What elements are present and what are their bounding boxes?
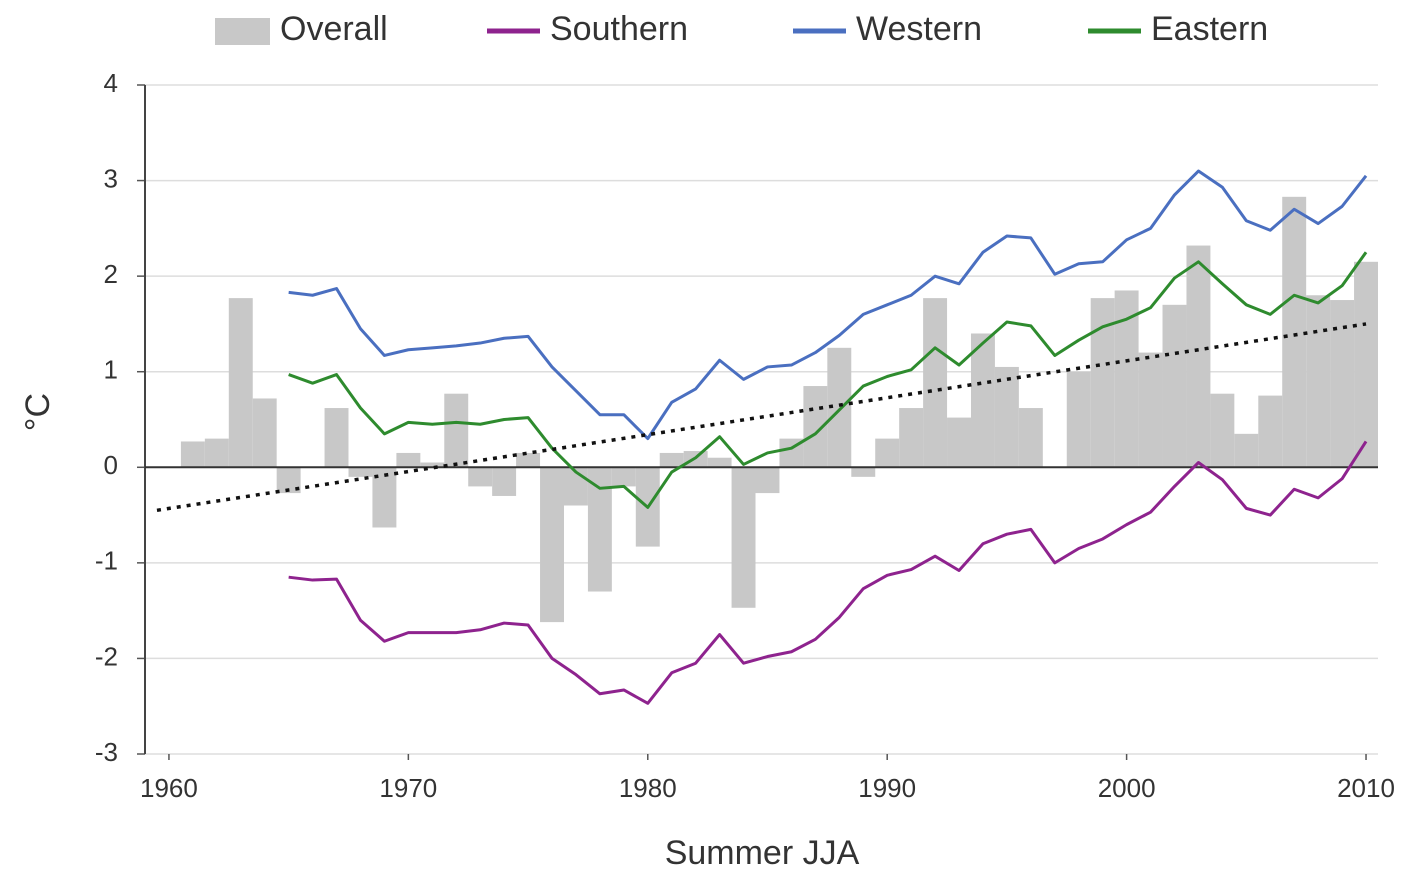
bar (396, 452, 421, 468)
legend-label: Western (856, 10, 982, 48)
bar (348, 467, 373, 477)
bar (755, 467, 780, 494)
legend-label: Southern (550, 10, 688, 48)
bar (1066, 371, 1091, 468)
x-tick-label: 2010 (1337, 773, 1395, 803)
bar (252, 398, 277, 468)
bar (1258, 395, 1283, 468)
x-tick-label: 1960 (140, 773, 198, 803)
y-tick-label: 4 (104, 68, 118, 98)
y-tick-label: -1 (95, 546, 118, 576)
bar (1210, 393, 1235, 468)
series-line (288, 169, 1368, 441)
bar (1114, 290, 1139, 468)
bar (611, 467, 636, 487)
bar (1138, 352, 1163, 468)
bar (659, 452, 684, 468)
legend-label: Overall (280, 10, 388, 48)
y-tick-label: -3 (95, 737, 118, 767)
bar (707, 457, 732, 468)
legend-label: Eastern (1151, 10, 1268, 48)
y-axis-title: °C (19, 393, 57, 431)
bar (228, 298, 253, 468)
x-tick-label: 1990 (858, 773, 916, 803)
bar (372, 467, 397, 528)
axes (137, 84, 1367, 760)
x-axis-title: Summer JJA (665, 834, 860, 872)
bar (970, 333, 995, 468)
bar (1162, 304, 1187, 468)
y-tick-label: 3 (104, 163, 118, 193)
bar (324, 408, 349, 468)
bar (420, 462, 445, 468)
bar (1306, 295, 1331, 468)
bar (516, 452, 541, 468)
bar (1234, 433, 1259, 468)
bar (827, 347, 852, 468)
bar (444, 393, 469, 468)
bar (1090, 298, 1115, 468)
x-tick-label: 1980 (619, 773, 677, 803)
bar (994, 366, 1019, 468)
y-tick-label: 1 (104, 355, 118, 385)
bar (1354, 261, 1378, 468)
bar (1282, 196, 1307, 468)
bar (731, 467, 756, 608)
bar (1018, 408, 1043, 468)
bar (180, 441, 205, 468)
y-tick-label: -2 (95, 641, 118, 671)
bar (899, 408, 924, 468)
bar (1186, 245, 1211, 468)
x-tick-label: 1970 (379, 773, 437, 803)
bar (276, 467, 301, 494)
trend-line (156, 322, 1367, 513)
y-tick-label: 2 (104, 259, 118, 289)
bar (947, 417, 971, 468)
bar (875, 438, 900, 468)
bar (851, 467, 876, 477)
bar (468, 467, 493, 487)
lines (145, 169, 1378, 705)
series-line (288, 440, 1368, 705)
bar (587, 467, 612, 592)
y-tick-label: 0 (104, 450, 118, 480)
bar (492, 467, 517, 496)
bar (204, 438, 229, 468)
bar (540, 467, 564, 623)
x-tick-label: 2000 (1098, 773, 1156, 803)
bar (1330, 300, 1355, 468)
bars (180, 196, 1378, 623)
legend-swatch (215, 18, 270, 45)
bar (923, 298, 948, 468)
series-line (288, 251, 1368, 509)
